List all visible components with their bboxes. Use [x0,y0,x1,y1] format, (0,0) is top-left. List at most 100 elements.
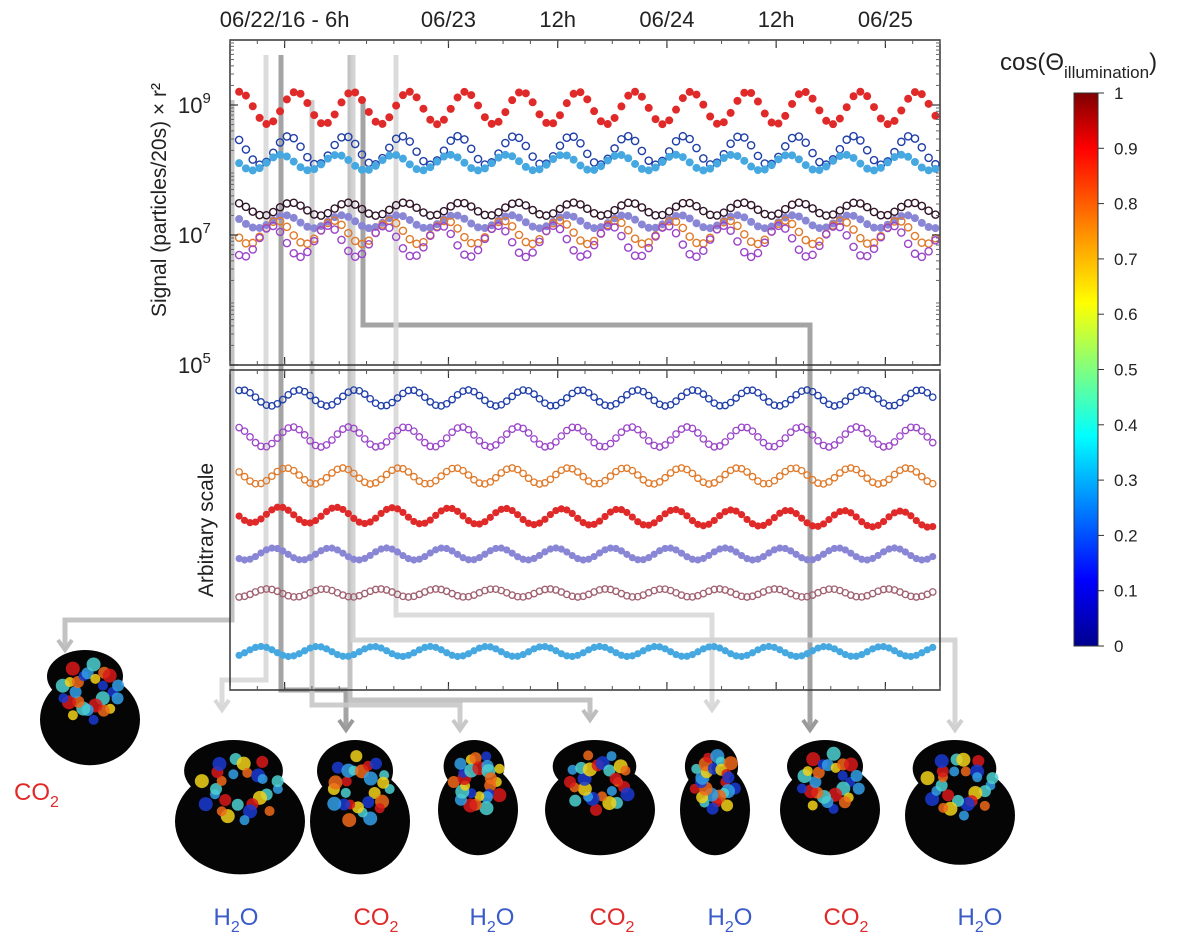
illumination-patch [97,680,108,691]
data-point [251,438,260,447]
data-point [569,246,578,255]
data-point [437,439,446,448]
data-point [596,162,605,171]
data-point [841,397,850,406]
data-point [491,585,500,594]
data-point [295,425,304,434]
data-point [235,468,243,476]
nucleus-view [175,740,305,875]
data-point [931,210,940,219]
data-point [453,131,462,141]
data-point [740,213,749,222]
data-point [733,237,742,246]
molecule-label: CO2 [590,904,635,936]
data-point [637,220,646,229]
illumination-patch [368,786,381,799]
colorbar-tick-label: 0.8 [1114,195,1138,214]
data-point [371,443,380,451]
illumination-patch [986,772,999,785]
data-point [815,157,824,167]
data-point [910,198,920,208]
data-point [595,586,604,594]
data-point [628,513,636,521]
data-point [830,585,839,594]
data-point [664,221,674,231]
data-point [378,156,387,165]
data-point [410,472,418,481]
data-point [801,88,810,97]
data-point [814,391,822,400]
data-point [519,515,527,524]
data-point [739,198,749,207]
data-point [726,398,735,407]
data-point [661,473,669,482]
data-point [753,248,763,258]
nucleus-views [40,650,1015,875]
data-point [596,211,606,220]
data-point [606,646,615,654]
data-point [579,427,588,436]
data-point [617,201,626,210]
data-point [548,209,558,218]
data-point [501,216,510,226]
data-point [241,202,251,212]
data-point [835,206,845,215]
data-point [316,211,326,220]
data-point [863,648,871,656]
data-point [568,592,577,601]
data-point [719,208,729,217]
data-point [378,209,387,219]
data-point [869,155,879,165]
data-point [466,202,476,211]
data-point [610,113,619,122]
data-point [382,438,391,446]
data-point [582,239,592,249]
data-point [524,429,533,437]
data-point [748,649,757,657]
data-point [350,200,360,209]
data-point [398,91,407,100]
connector-arrowhead [801,718,819,734]
data-point [241,239,251,248]
data-point [923,388,932,397]
data-point [446,150,455,159]
data-point [644,156,654,165]
data-point [333,546,342,554]
data-point [337,235,346,245]
data-point [310,165,319,174]
data-point [835,114,844,123]
illumination-patch [239,815,250,826]
data-point [240,649,249,657]
data-point [754,388,762,397]
data-point [630,251,640,260]
data-point [715,475,724,484]
data-point [562,234,572,244]
data-point [398,131,408,141]
data-point [596,229,606,238]
data-point [474,166,483,175]
data-point [475,479,484,487]
data-point [371,211,380,220]
data-point [760,224,769,233]
data-point [568,551,576,560]
data-point [275,202,285,212]
data-point [765,398,773,406]
data-point [530,390,538,398]
data-point [883,158,892,167]
data-point [355,429,364,437]
data-point [655,478,664,486]
data-point [519,650,527,659]
data-point [828,210,838,219]
data-point [743,468,751,476]
top-panel-points [234,87,940,262]
data-point [841,465,850,474]
data-point [582,204,592,214]
data-point [841,546,849,554]
data-point [879,585,888,594]
data-point [788,211,797,220]
data-point [780,216,790,225]
data-point [770,514,778,522]
nucleus-view [905,740,1015,865]
data-point [349,469,358,478]
data-point [661,441,669,449]
